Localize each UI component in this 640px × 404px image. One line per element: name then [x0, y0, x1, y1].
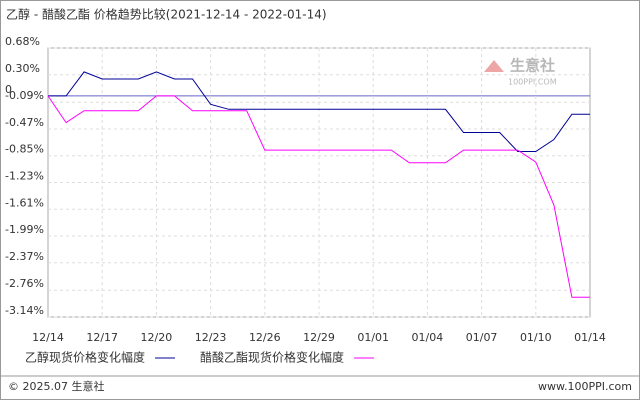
y-tick-label: -0.47% — [5, 116, 44, 129]
y-tick-label: -0.85% — [5, 143, 44, 156]
legend-label: 醋酸乙酯现货价格变化幅度 — [200, 350, 344, 365]
legend-label: 乙醇现货价格变化幅度 — [25, 350, 145, 365]
y-tick-label: -1.61% — [5, 196, 44, 209]
watermark-icon — [484, 60, 504, 72]
x-tick-label: 12/20 — [141, 331, 173, 344]
series-line — [47, 95, 590, 298]
y-tick-label: 0.68% — [5, 35, 40, 48]
watermark: 生意社 100PPI.COM — [484, 57, 557, 87]
x-tick-label: 12/26 — [249, 331, 281, 344]
watermark-sub: 100PPI.COM — [508, 78, 557, 87]
y-tick-label: -2.76% — [5, 277, 44, 290]
y-tick-label: -2.37% — [5, 250, 44, 263]
series-line — [48, 71, 590, 152]
x-tick-label: 01/04 — [412, 331, 444, 344]
footer-right: www.100PPI.com — [538, 380, 632, 393]
y-tick-label: -1.23% — [5, 170, 44, 183]
y-tick-label: -0.09% — [5, 89, 44, 102]
x-tick-label: 01/07 — [466, 331, 498, 344]
footer-left: © 2025.07 生意社 — [8, 379, 104, 393]
watermark-text: 生意社 — [510, 57, 555, 75]
x-tick-label: 12/14 — [32, 331, 64, 344]
x-tick-label: 12/17 — [86, 331, 118, 344]
x-tick-label: 01/10 — [520, 331, 552, 344]
x-tick-label: 01/01 — [357, 331, 389, 344]
x-tick-label: 12/29 — [303, 331, 335, 344]
y-tick-label: -1.99% — [5, 223, 44, 236]
chart-title: 乙醇 - 醋酸乙酯 价格趋势比较(2021-12-14 - 2022-01-14… — [6, 7, 327, 22]
y-tick-label: -3.14% — [5, 304, 44, 317]
y-tick-label: 0.30% — [5, 62, 40, 75]
x-tick-label: 01/14 — [574, 331, 606, 344]
y-tick-label: 0 — [5, 83, 12, 96]
x-tick-label: 12/23 — [195, 331, 227, 344]
